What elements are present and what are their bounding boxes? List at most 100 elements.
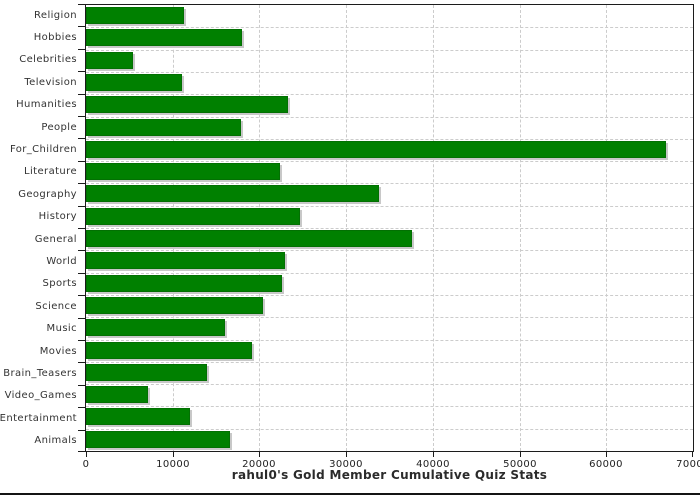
y-tick bbox=[78, 116, 85, 117]
y-tick bbox=[78, 430, 85, 431]
y-tick bbox=[78, 340, 85, 341]
bar-sports bbox=[86, 275, 282, 292]
gridline-h bbox=[86, 161, 693, 162]
bar-video_games bbox=[86, 386, 148, 403]
bar-humanities bbox=[86, 96, 288, 113]
x-tick bbox=[346, 452, 347, 457]
y-axis-label: Television bbox=[24, 76, 77, 88]
y-axis-label: Movies bbox=[39, 345, 77, 357]
gridline-h bbox=[86, 72, 693, 73]
gridline-h bbox=[86, 183, 693, 184]
bar-people bbox=[86, 119, 241, 136]
gridline-h bbox=[86, 406, 693, 407]
x-tick bbox=[173, 452, 174, 457]
y-tick bbox=[78, 318, 85, 319]
x-tick bbox=[259, 452, 260, 457]
gridline-h bbox=[86, 384, 693, 385]
x-axis-tick-label: 40000 bbox=[416, 459, 450, 470]
bar-music bbox=[86, 319, 225, 336]
y-tick bbox=[78, 407, 85, 408]
y-axis-label: Geography bbox=[18, 188, 77, 200]
y-axis-label: Celebrities bbox=[19, 54, 77, 66]
bar-celebrities bbox=[86, 52, 133, 69]
y-tick bbox=[78, 161, 85, 162]
gridline-v bbox=[606, 5, 607, 451]
gridline-v bbox=[433, 5, 434, 451]
gridline-v bbox=[259, 5, 260, 451]
gridline-v bbox=[520, 5, 521, 451]
plot-area bbox=[85, 4, 694, 452]
y-tick bbox=[78, 183, 85, 184]
x-axis-tick-label: 20000 bbox=[242, 459, 276, 470]
y-tick bbox=[78, 273, 85, 274]
chart-title: rahul0's Gold Member Cumulative Quiz Sta… bbox=[231, 468, 548, 482]
y-tick bbox=[78, 71, 85, 72]
y-tick bbox=[78, 49, 85, 50]
x-tick bbox=[433, 452, 434, 457]
y-axis-label: Sports bbox=[42, 278, 77, 290]
y-tick bbox=[78, 362, 85, 363]
y-axis-label: Literature bbox=[24, 166, 77, 178]
y-axis-label: General bbox=[34, 233, 77, 245]
y-tick bbox=[78, 295, 85, 296]
bar-animals bbox=[86, 431, 230, 448]
y-axis-label: Animals bbox=[34, 435, 77, 447]
gridline-v bbox=[173, 5, 174, 451]
x-axis-tick-label: 0 bbox=[82, 459, 90, 470]
x-axis-tick-label: 60000 bbox=[589, 459, 623, 470]
bar-science bbox=[86, 297, 263, 314]
y-axis-label: Music bbox=[46, 323, 77, 335]
bar-general bbox=[86, 230, 412, 247]
y-axis-label: World bbox=[46, 256, 77, 268]
x-axis-tick-label: 30000 bbox=[329, 459, 363, 470]
gridline-h bbox=[86, 228, 693, 229]
gridline-h bbox=[86, 295, 693, 296]
gridline-h bbox=[86, 340, 693, 341]
y-axis-label: For_Children bbox=[9, 144, 77, 156]
y-axis-label: Entertainment bbox=[0, 412, 77, 424]
gridline-h bbox=[86, 250, 693, 251]
y-tick bbox=[78, 94, 85, 95]
bottom-divider bbox=[0, 493, 700, 495]
bar-literature bbox=[86, 163, 280, 180]
y-tick bbox=[78, 228, 85, 229]
y-tick bbox=[78, 26, 85, 27]
x-axis-tick-label: 70000 bbox=[676, 459, 700, 470]
bar-religion bbox=[86, 7, 184, 24]
gridline-h bbox=[86, 206, 693, 207]
gridline-h bbox=[86, 27, 693, 28]
y-axis-label: Science bbox=[35, 300, 77, 312]
gridline-h bbox=[86, 117, 693, 118]
y-tick bbox=[78, 451, 85, 452]
y-tick bbox=[78, 385, 85, 386]
x-tick bbox=[692, 452, 693, 457]
gridline-h bbox=[86, 139, 693, 140]
y-axis-label: People bbox=[41, 121, 77, 133]
y-axis-label: Religion bbox=[34, 9, 77, 21]
bar-geography bbox=[86, 185, 379, 202]
bar-for_children bbox=[86, 141, 666, 158]
y-tick bbox=[78, 250, 85, 251]
bar-history bbox=[86, 208, 300, 225]
bar-entertainment bbox=[86, 408, 190, 425]
y-axis-label: Hobbies bbox=[33, 32, 77, 44]
x-axis-tick-labels: 0 10000 20000 30000 40000 50000 60000 70000 bbox=[82, 459, 700, 472]
gridline-h bbox=[86, 362, 693, 363]
gridline-h bbox=[86, 50, 693, 51]
plot-area-inner bbox=[86, 5, 693, 451]
x-axis-tick-label: 10000 bbox=[156, 459, 190, 470]
bar-hobbies bbox=[86, 29, 242, 46]
bar-world bbox=[86, 252, 285, 269]
y-tick bbox=[78, 4, 85, 5]
x-axis-tick-label: 50000 bbox=[503, 459, 537, 470]
gridline-h bbox=[86, 273, 693, 274]
x-axis-ticks bbox=[86, 452, 693, 458]
gridline-v bbox=[346, 5, 347, 451]
gridline-h bbox=[86, 94, 693, 95]
gridline-h bbox=[86, 317, 693, 318]
y-axis-label: Video_Games bbox=[4, 390, 77, 402]
y-axis-label: Brain_Teasers bbox=[3, 368, 77, 380]
x-tick bbox=[606, 452, 607, 457]
bar-television bbox=[86, 74, 182, 91]
